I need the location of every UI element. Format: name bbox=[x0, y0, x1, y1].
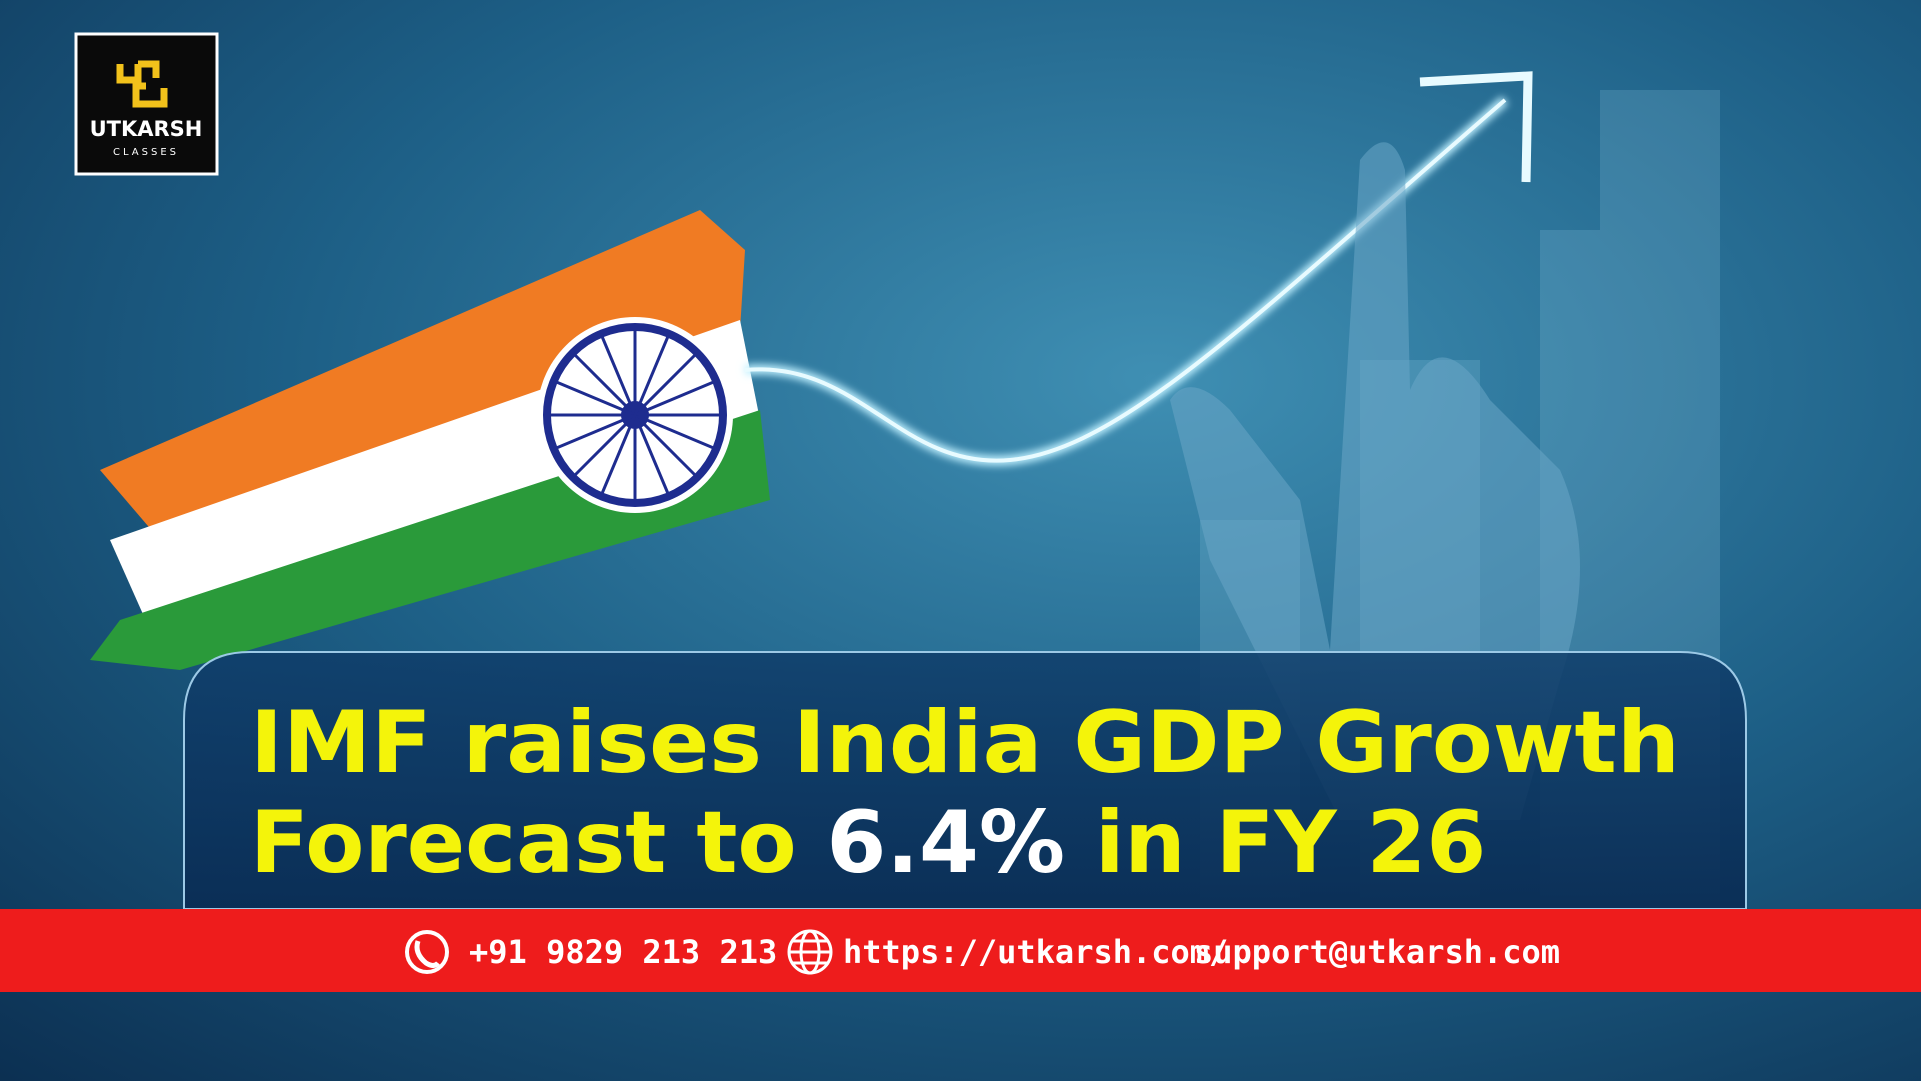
website[interactable]: https://utkarsh.com/ bbox=[843, 933, 1228, 971]
logo-tagline: CLASSES bbox=[113, 147, 179, 158]
logo-name: UTKARSH bbox=[90, 117, 203, 141]
headline-text: Forecast to bbox=[250, 793, 797, 893]
email[interactable]: support@utkarsh.com bbox=[1194, 933, 1560, 971]
headline-line1: IMF raises India GDP Growth bbox=[250, 693, 1680, 793]
headline-text: in FY 26 bbox=[1095, 793, 1486, 893]
headline-line2: Forecast to 6.4% in FY 26 bbox=[250, 793, 1486, 893]
headline-box bbox=[183, 651, 1747, 910]
globe-icon bbox=[787, 929, 833, 975]
india-flag bbox=[90, 210, 770, 670]
phone: +91 9829 213 213 bbox=[469, 933, 777, 971]
growth-arrow bbox=[744, 71, 1533, 466]
logo: UTKARSH CLASSES bbox=[74, 32, 219, 176]
hand bbox=[1170, 142, 1580, 820]
contact-bar bbox=[0, 909, 1921, 992]
phone-icon bbox=[405, 930, 449, 974]
headline-highlight: 6.4% bbox=[826, 793, 1065, 893]
